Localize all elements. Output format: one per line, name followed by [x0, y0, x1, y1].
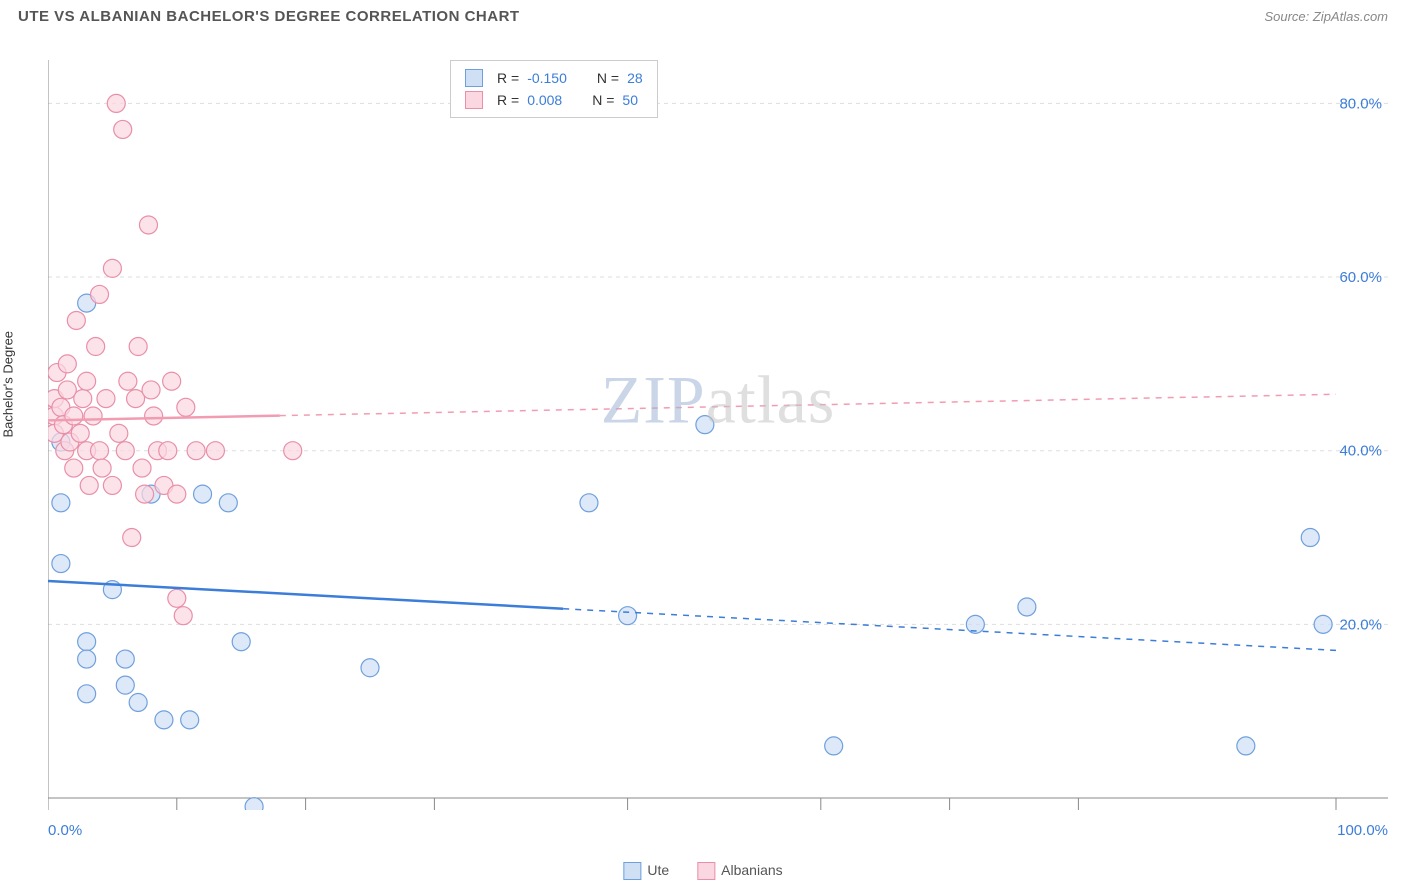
svg-text:60.0%: 60.0% [1339, 269, 1382, 286]
stat-r-value: -0.150 [527, 70, 567, 86]
y-axis-label: Bachelor's Degree [1, 331, 16, 438]
svg-text:80.0%: 80.0% [1339, 95, 1382, 112]
stat-n-value: 28 [627, 70, 643, 86]
legend-label: Albanians [721, 862, 783, 878]
legend-swatch [623, 862, 641, 880]
scatter-chart: 20.0% 40.0% 60.0% 80.0% [48, 50, 1388, 810]
stat-r-label: R = [497, 70, 519, 86]
legend-item: Albanians [697, 862, 783, 880]
stats-legend-row: R = -0.150 N = 28 [465, 67, 643, 89]
stats-legend-row: R = 0.008 N = 50 [465, 89, 643, 111]
source-label: Source: ZipAtlas.com [1264, 9, 1388, 24]
legend-swatch [697, 862, 715, 880]
legend-swatch [465, 91, 483, 109]
legend-item: Ute [623, 862, 669, 880]
legend-swatch [465, 69, 483, 87]
x-tick-min: 0.0% [48, 822, 82, 839]
stat-r-value: 0.008 [527, 92, 562, 108]
x-tick-max: 100.0% [1337, 822, 1388, 839]
svg-text:40.0%: 40.0% [1339, 443, 1382, 460]
stats-legend: R = -0.150 N = 28 R = 0.008 N = 50 [450, 60, 658, 118]
svg-text:20.0%: 20.0% [1339, 616, 1382, 633]
chart-area: 20.0%40.0%60.0%80.0% ZIPatlas [48, 50, 1388, 810]
stat-n-label: N = [597, 70, 619, 86]
chart-title: UTE VS ALBANIAN BACHELOR'S DEGREE CORREL… [18, 8, 520, 25]
stat-n-value: 50 [622, 92, 638, 108]
legend-label: Ute [647, 862, 669, 878]
series-legend: Ute Albanians [623, 862, 782, 880]
stat-r-label: R = [497, 92, 519, 108]
stat-n-label: N = [592, 92, 614, 108]
